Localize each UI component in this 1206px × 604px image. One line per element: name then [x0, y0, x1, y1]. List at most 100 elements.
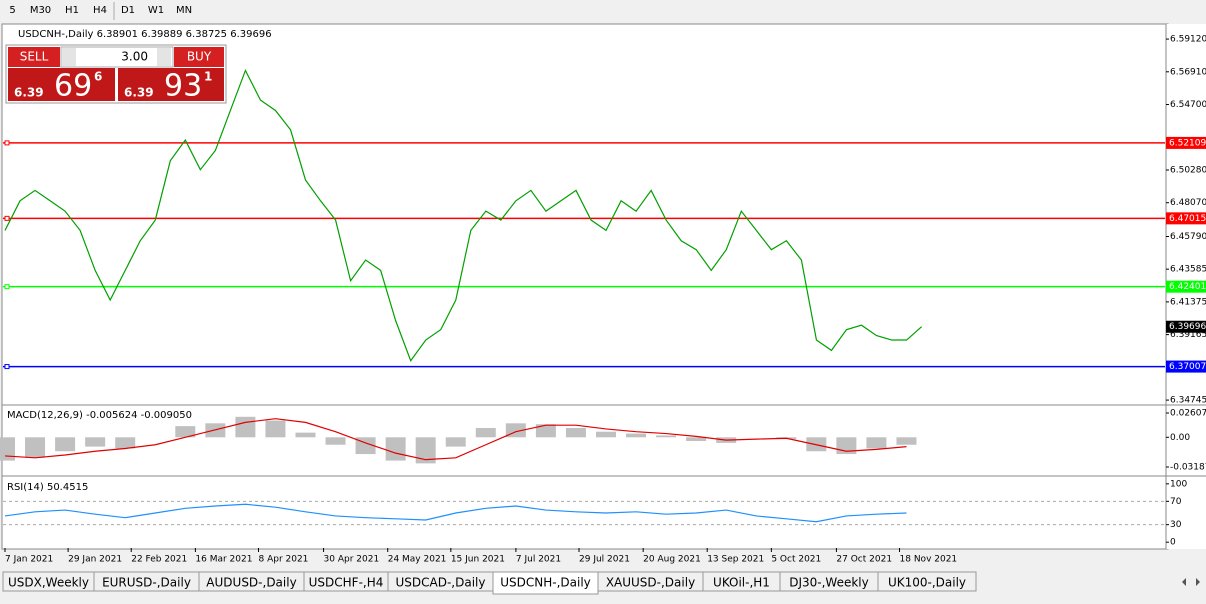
- timeframe-button[interactable]: H4: [93, 5, 107, 16]
- macd-bar: [415, 437, 436, 464]
- volume-down[interactable]: [62, 48, 76, 66]
- sell-big: 69: [54, 69, 92, 104]
- level-label-bg: [1166, 212, 1206, 225]
- y-tick-label: 6.48070: [1170, 198, 1206, 208]
- macd-bar: [445, 437, 466, 447]
- y-tick-label: 0.02607: [1170, 409, 1206, 419]
- macd-bar: [265, 420, 286, 438]
- tab-label[interactable]: XAUUSD-,Daily: [606, 576, 695, 590]
- buy-big: 93: [164, 69, 202, 104]
- x-tick-label: 7 Jan 2021: [5, 555, 53, 565]
- level-label-bg: [1166, 360, 1206, 373]
- last-price: 6.39696: [1169, 322, 1206, 332]
- volume[interactable]: 3.00: [121, 50, 148, 64]
- tab-label[interactable]: DJ30-,Weekly: [789, 576, 869, 590]
- timeframe-button[interactable]: D1: [121, 5, 135, 16]
- y-tick-label: 6.56910: [1170, 67, 1206, 77]
- tab-label[interactable]: USDX,Weekly: [8, 576, 89, 590]
- tab[interactable]: [877, 571, 977, 592]
- tab-label[interactable]: USDCAD-,Daily: [396, 576, 486, 590]
- macd-bar: [565, 427, 586, 438]
- timeframe-button[interactable]: M30: [30, 5, 51, 16]
- buy-price-box[interactable]: [118, 68, 224, 101]
- tab-label[interactable]: EURUSD-,Daily: [102, 576, 191, 590]
- x-tick-label: 8 Apr 2021: [258, 555, 308, 565]
- sell-button[interactable]: [8, 47, 60, 67]
- timeframe-button[interactable]: 5: [9, 5, 15, 16]
- macd-bar: [295, 432, 316, 438]
- macd-bar: [896, 437, 917, 445]
- panel-title: RSI(14) 50.4515: [7, 482, 88, 493]
- x-tick-label: 27 Oct 2021: [836, 555, 892, 565]
- level-handle: [4, 364, 10, 370]
- macd-bar: [55, 437, 76, 452]
- macd-bar: [115, 437, 136, 449]
- macd-bar: [25, 437, 46, 458]
- tab-label[interactable]: USDCNH-,Daily: [500, 576, 591, 590]
- y-tick-label: 0: [1170, 538, 1176, 548]
- x-tick-label: 16 Mar 2021: [195, 555, 252, 565]
- sell-price-box[interactable]: [8, 68, 115, 101]
- macd-bar: [85, 437, 106, 447]
- timeframe-button[interactable]: H1: [65, 5, 79, 16]
- last-price-bg: [1166, 320, 1206, 333]
- y-tick-label: 30: [1170, 520, 1182, 530]
- tab-label[interactable]: AUDUSD-,Daily: [206, 576, 296, 590]
- buy-label[interactable]: BUY: [187, 50, 212, 64]
- macd-bar: [535, 424, 556, 438]
- sell-sup: 6: [94, 70, 102, 84]
- level-handle: [4, 284, 10, 290]
- y-tick-label: 6.59120: [1170, 35, 1206, 45]
- y-tick-label: 6.45790: [1170, 232, 1206, 242]
- x-tick-label: 29 Jul 2021: [579, 555, 630, 565]
- panel-title: MACD(12,26,9) -0.005624 -0.009050: [7, 410, 192, 421]
- y-tick-label: 6.54700: [1170, 100, 1206, 110]
- y-tick-label: 0.00: [1170, 433, 1190, 443]
- buy-prefix: 6.39: [124, 86, 154, 100]
- macd-bar: [475, 427, 496, 438]
- timeframe-button[interactable]: MN: [176, 5, 192, 16]
- x-tick-label: 30 Apr 2021: [324, 555, 380, 565]
- macd-bar: [656, 435, 677, 438]
- level-handle: [4, 140, 10, 146]
- y-tick-label: 6.39165: [1170, 330, 1206, 340]
- macd-bar: [595, 431, 616, 438]
- price-line: [4, 68, 923, 363]
- buy-button[interactable]: [174, 47, 224, 67]
- level-label: 6.47015: [1169, 214, 1206, 224]
- x-tick-label: 22 Feb 2021: [131, 555, 187, 565]
- y-tick-label: 6.34745: [1170, 396, 1206, 406]
- x-tick-label: 18 Nov 2021: [900, 555, 958, 565]
- panel-title: USDCNH-,Daily 6.38901 6.39889 6.38725 6.…: [18, 29, 272, 40]
- tab-label[interactable]: UK100-,Daily: [888, 576, 966, 590]
- level-label: 6.52109: [1169, 138, 1206, 148]
- sell-prefix: 6.39: [14, 86, 44, 100]
- sell-label[interactable]: SELL: [20, 50, 49, 64]
- y-tick-label: -0.03187: [1170, 462, 1206, 472]
- macd-bar: [866, 437, 887, 449]
- tab-scroll-left[interactable]: [1182, 578, 1186, 586]
- timeframe-button[interactable]: W1: [148, 5, 164, 16]
- macd-bar: [626, 433, 647, 438]
- x-tick-label: 13 Sep 2021: [707, 555, 764, 565]
- x-tick-label: 24 May 2021: [388, 555, 447, 565]
- tab-label[interactable]: UKOil-,H1: [713, 576, 770, 590]
- level-label: 6.42401: [1169, 282, 1206, 292]
- tab-label[interactable]: USDCHF-,H4: [309, 576, 384, 590]
- macd-bar: [325, 437, 346, 445]
- signal-line: [4, 418, 907, 461]
- y-tick-label: 70: [1170, 497, 1182, 507]
- x-tick-label: 7 Jul 2021: [516, 555, 561, 565]
- toolbar-bg: [0, 0, 1206, 22]
- macd-bar: [235, 416, 256, 438]
- macd-bar: [0, 437, 15, 461]
- level-label: 6.37007: [1169, 362, 1206, 372]
- y-tick-label: 6.41375: [1170, 297, 1206, 307]
- y-tick-label: 6.50280: [1170, 165, 1206, 175]
- price-line: [4, 503, 907, 523]
- volume-up[interactable]: [157, 48, 171, 66]
- volume-box[interactable]: [60, 46, 174, 68]
- tab-scroll-right[interactable]: [1196, 578, 1200, 586]
- x-tick-label: 15 Jun 2021: [451, 555, 505, 565]
